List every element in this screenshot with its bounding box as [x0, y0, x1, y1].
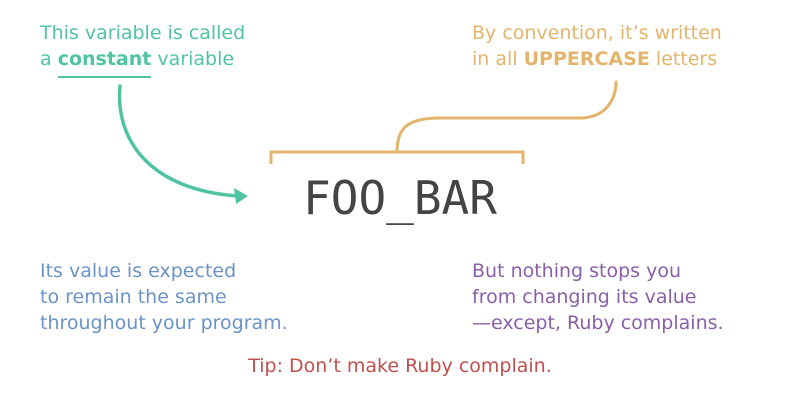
expected-note: Its value is expected to remain the same…: [40, 258, 288, 336]
uppercase-connector: [395, 80, 618, 154]
constant-note-line1: This variable is called: [40, 22, 246, 44]
nothing-stops-note: But nothing stops you from changing its …: [472, 258, 724, 336]
constant-note-line2-prefix: a: [40, 48, 58, 70]
nothing-note-line2: from changing its value: [472, 286, 697, 308]
constant-keyword: constant: [57, 48, 152, 78]
uppercase-note-line2: in all UPPERCASE letters: [472, 46, 722, 72]
uppercase-keyword: UPPERCASE: [523, 48, 650, 70]
nothing-note-line1: But nothing stops you: [472, 260, 682, 282]
tip-text: Tip: Don’t make Ruby complain.: [248, 355, 552, 377]
uppercase-note-line2-suffix: letters: [649, 48, 718, 70]
constant-note-line2: a constant variable: [40, 46, 245, 78]
constant-note: This variable is called a constant varia…: [40, 20, 246, 78]
expected-note-line1: Its value is expected: [40, 260, 237, 282]
constant-arrowhead: [234, 188, 248, 204]
uppercase-bracket: [269, 150, 525, 164]
constant-code-sample: FOO_BAR: [303, 171, 497, 225]
uppercase-note-line1: By convention, it’s written: [472, 22, 722, 44]
nothing-note-line3: —except, Ruby complains.: [472, 312, 724, 334]
expected-note-line3: throughout your program.: [40, 312, 288, 334]
uppercase-note: By convention, it’s written in all UPPER…: [472, 20, 722, 72]
constant-note-line2-suffix: variable: [151, 48, 235, 70]
uppercase-note-line2-prefix: in all: [472, 48, 524, 70]
constant-arrow: [117, 84, 240, 198]
expected-note-line2: to remain the same: [40, 286, 227, 308]
